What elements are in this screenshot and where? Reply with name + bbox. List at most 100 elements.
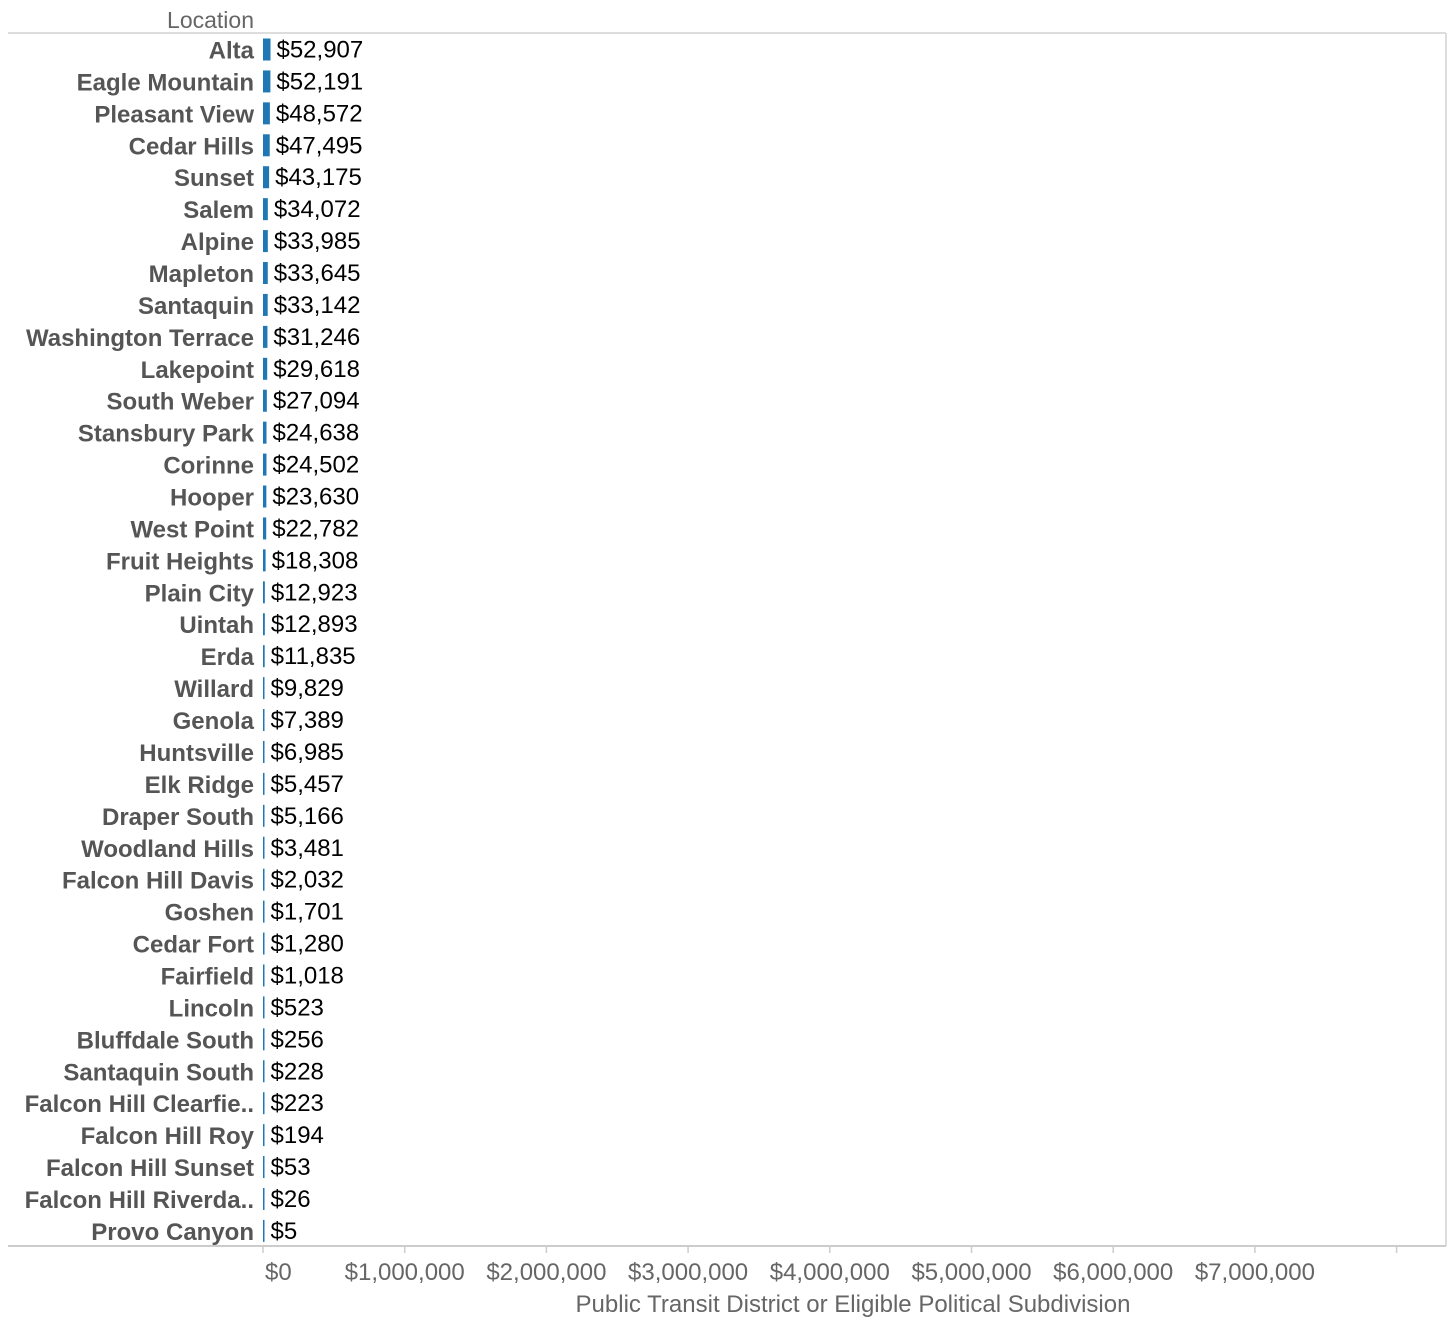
value-label: $6,985 [271,739,344,766]
row-label: Corinne [163,453,254,480]
row-label: Falcon Hill Roy [81,1123,255,1150]
value-label: $47,495 [276,132,363,159]
chart-row: Fairfield $1,018 [161,962,344,990]
row-label: West Point [130,516,254,543]
value-label: $12,923 [271,579,358,606]
x-tick-label: $7,000,000 [1195,1259,1315,1286]
value-label: $3,481 [271,835,344,862]
bar [263,102,270,125]
value-label: $48,572 [276,100,363,127]
row-header-title: Location [167,7,254,33]
value-label: $9,829 [271,675,344,702]
row-label: Lakepoint [141,357,254,384]
row-label: Uintah [179,612,254,639]
bar [263,389,267,412]
row-label: Cedar Fort [133,932,254,959]
value-label: $11,835 [271,643,356,670]
chart-row: Eagle Mountain $52,191 [77,68,364,96]
bar [263,293,268,316]
value-label: $33,142 [274,292,361,319]
value-label: $24,638 [272,420,359,447]
chart-row: Salem $34,072 [183,196,360,224]
bar [263,613,265,636]
chart-row: Huntsville $6,985 [139,739,344,767]
bar [263,453,267,476]
chart-row: Plain City $12,923 [145,579,358,607]
value-label: $23,630 [272,484,359,511]
row-label: Fruit Heights [106,548,254,575]
chart-row: West Point $22,782 [130,515,359,543]
bar [263,996,265,1019]
row-label: Elk Ridge [145,772,254,799]
row-label: Woodland Hills [81,836,254,863]
value-label: $22,782 [272,515,359,542]
bar [263,581,265,604]
bar [263,932,265,955]
chart-row: Santaquin South $228 [63,1058,324,1086]
chart-row: Hooper $23,630 [170,484,359,512]
bar [263,772,265,795]
bar [263,198,268,221]
value-label: $1,280 [271,931,344,958]
bar [263,230,268,253]
value-label: $228 [271,1058,324,1085]
row-label: Bluffdale South [77,1027,254,1054]
bar [263,38,271,61]
row-label: Falcon Hill Riverda.. [25,1187,254,1214]
value-label: $43,175 [275,164,362,191]
value-label: $12,893 [271,611,358,638]
value-label: $256 [271,1026,324,1053]
value-label: $53 [271,1154,311,1181]
value-label: $1,701 [271,899,344,926]
row-label: Erda [201,644,255,671]
row-label: Washington Terrace [26,325,254,352]
chart-row: Woodland Hills $3,481 [81,835,344,863]
row-label: Stansbury Park [78,421,255,448]
row-label: Lincoln [169,995,254,1022]
row-label: Santaquin [138,293,254,320]
value-label: $52,191 [276,68,363,95]
chart-row: Willard $9,829 [174,675,344,703]
bar [263,517,267,540]
bar [263,1219,265,1242]
value-label: $2,032 [271,867,344,894]
bar [263,868,265,891]
chart-row: Fruit Heights $18,308 [106,547,358,575]
chart-row: Falcon Hill Sunset $53 [46,1154,311,1182]
x-axis-title: Public Transit District or Eligible Poli… [576,1291,1131,1317]
bar [263,900,265,923]
value-label: $33,645 [274,260,361,287]
value-label: $33,985 [274,228,361,255]
chart-row: Pleasant View $48,572 [94,100,362,128]
bar [263,645,265,668]
row-label: Provo Canyon [91,1219,254,1246]
chart-row: Falcon Hill Riverda.. $26 [25,1186,311,1214]
chart-row: Cedar Fort $1,280 [133,931,344,959]
bar [263,804,265,827]
chart-row: Genola $7,389 [173,707,344,735]
value-label: $27,094 [273,388,360,415]
chart-row: Mapleton $33,645 [149,260,361,288]
bar [263,1156,265,1179]
row-label: Sunset [174,165,254,192]
bar [263,964,265,987]
bar [263,836,265,859]
row-label: Hooper [170,485,254,512]
row-label: Pleasant View [94,101,254,128]
chart-row: Falcon Hill Roy $194 [81,1122,324,1150]
value-label: $24,502 [272,452,359,479]
bar [263,485,267,508]
bar [263,70,271,93]
chart-row: Alta $52,907 [209,37,364,65]
value-label: $52,907 [276,37,363,64]
row-label: Falcon Hill Sunset [46,1155,254,1182]
x-tick-label: $1,000,000 [345,1259,465,1286]
row-label: Falcon Hill Davis [62,868,254,895]
row-label: Alta [209,38,255,65]
chart-row: Alpine $33,985 [181,228,361,256]
value-label: $34,072 [274,196,361,223]
bar [263,549,266,572]
chart-row: Corinne $24,502 [163,452,359,480]
x-tick-label: $5,000,000 [911,1259,1031,1286]
row-label: Falcon Hill Clearfie.. [25,1091,254,1118]
